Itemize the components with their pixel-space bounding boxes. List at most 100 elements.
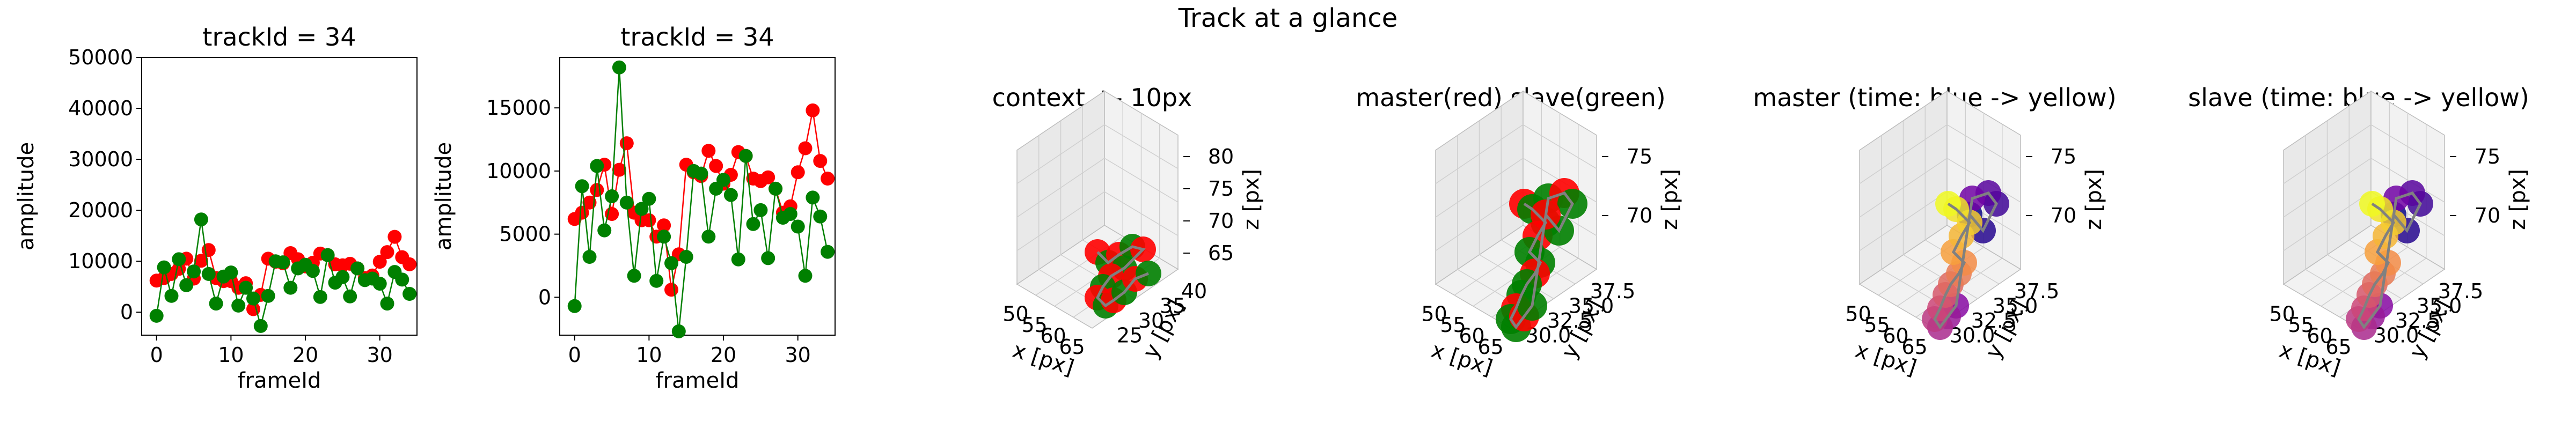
- series-green-point: [612, 60, 626, 75]
- series-green-point: [731, 252, 745, 267]
- series-red-point: [612, 162, 626, 177]
- z-tick-label: 65: [1208, 241, 1234, 265]
- plot-frame: [141, 57, 418, 336]
- series-green-point: [657, 230, 671, 244]
- series-red-point: [657, 218, 671, 233]
- series-green-point: [313, 290, 327, 304]
- y-tick-label: 37.5: [2438, 279, 2484, 303]
- series-green-point: [380, 297, 394, 311]
- x-axis-label: frameId: [656, 368, 740, 393]
- y-tick-label: 10000: [486, 159, 551, 183]
- y-tick-label: 35: [1160, 294, 1185, 317]
- wall-grid-line: [2283, 124, 2445, 184]
- series-red-point: [701, 144, 716, 158]
- z-tick-label: 75: [2475, 145, 2500, 168]
- series-green-point: [276, 255, 290, 270]
- x-tick-label: 50: [1845, 302, 1871, 326]
- y-tick-label: 50000: [68, 46, 133, 69]
- series-red-point: [798, 141, 813, 156]
- series-green-point: [149, 308, 164, 323]
- x-tick-label: 60: [1883, 324, 1908, 347]
- z-tick-label: 70: [2475, 204, 2500, 227]
- x-tick-label: 60: [2307, 324, 2332, 347]
- series-red-point: [201, 243, 216, 257]
- x-axis-label: frameId: [238, 368, 321, 393]
- figure-title: Track at a glance: [1178, 3, 1398, 33]
- wall-grid-line: [1016, 158, 1179, 218]
- amplitude-plot-2: trackId = 34 0 10 20 30 0 5000 10000 15000 frameI…: [431, 23, 836, 393]
- series-green-point: [194, 212, 208, 227]
- z-tick-label: 70: [1208, 209, 1234, 233]
- series-red-point: [590, 183, 604, 197]
- series-green-point: [597, 223, 612, 238]
- series-green-point: [769, 181, 783, 196]
- y-tick-label: 30.0: [1950, 323, 1995, 347]
- y-tick-label: 32.5: [2395, 309, 2441, 332]
- wall-grid-line: [1435, 124, 1597, 184]
- x-tick-label: 0: [150, 343, 163, 367]
- y-tick-label: 32.5: [1547, 309, 1593, 332]
- y-tick-label: 40000: [68, 97, 133, 120]
- series-green-point: [619, 195, 634, 210]
- z-tick-label: 75: [2051, 145, 2076, 168]
- z-tick-label: 75: [1208, 177, 1234, 201]
- series-green-point: [335, 270, 350, 284]
- track-path: [1509, 191, 1574, 330]
- series-red-point: [761, 170, 775, 184]
- series-red-point: [619, 136, 634, 151]
- x-tick-label: 65: [1901, 335, 1927, 359]
- y-tick-label: 30: [1138, 309, 1164, 332]
- z-axis-label: z [px]: [1239, 169, 1264, 230]
- series-red-point: [402, 257, 417, 271]
- x-tick-label: 50: [1002, 302, 1028, 326]
- series-red-point: [806, 103, 820, 117]
- series-green-point: [798, 269, 813, 283]
- series-green-point: [738, 149, 753, 163]
- series-red-point: [709, 159, 723, 173]
- wall-grid-line: [1016, 191, 1179, 252]
- series-green-point: [402, 287, 417, 301]
- series-red-point: [372, 255, 387, 269]
- wall-grid-line: [1016, 124, 1179, 184]
- series-red-point: [380, 245, 394, 260]
- series-red-point: [387, 230, 402, 244]
- series-green-point: [283, 280, 298, 295]
- series-green-point: [783, 207, 797, 221]
- series-green-point: [224, 265, 238, 280]
- y-tick-label: 37.5: [1590, 279, 1636, 303]
- series-green-point: [791, 219, 805, 234]
- series-green-point: [694, 166, 708, 181]
- series-green-point: [821, 245, 835, 259]
- y-tick-label: 37.5: [2014, 279, 2060, 303]
- z-tick-label: 70: [1627, 204, 1652, 227]
- series-green-point: [305, 264, 320, 278]
- series-green-point: [320, 248, 335, 262]
- series-green-point: [567, 299, 582, 313]
- y-tick-label: 25: [1117, 323, 1143, 347]
- wall-grid-line: [1859, 124, 2021, 184]
- x-tick-label: 10: [636, 343, 662, 367]
- x-tick-label: 55: [1440, 313, 1466, 337]
- z-axis-label: z [px]: [1658, 169, 1682, 230]
- series-red-point: [664, 283, 678, 297]
- y-tick-label: 30000: [68, 147, 133, 171]
- series-green-point: [642, 191, 656, 206]
- y-tick-label: 40: [1181, 279, 1207, 303]
- series-green-point: [701, 230, 716, 244]
- x-tick-label: 50: [2269, 302, 2295, 326]
- series-green-point: [582, 250, 597, 264]
- series-green-point: [716, 173, 730, 187]
- series-green-point: [343, 289, 357, 304]
- series-green-point: [201, 267, 216, 281]
- y-tick-label: 15000: [486, 96, 551, 120]
- track-path: [2357, 191, 2422, 330]
- x-tick-label: 30: [367, 343, 392, 367]
- track-path: [1095, 245, 1149, 308]
- x-tick-label: 10: [218, 343, 244, 367]
- plot-title: trackId = 34: [202, 23, 356, 51]
